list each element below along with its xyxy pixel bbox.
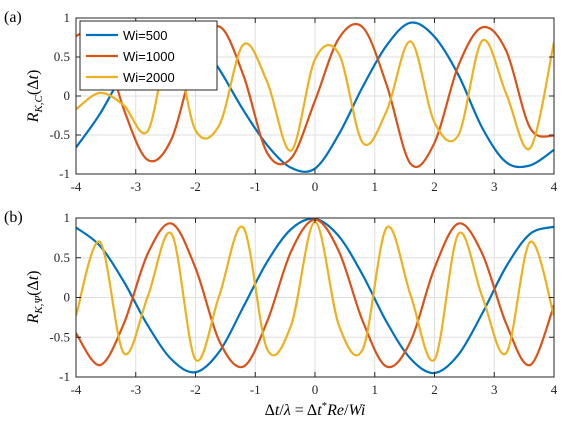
x-tick-label: -3 xyxy=(130,179,141,194)
legend-entry-label: Wi=2000 xyxy=(123,70,175,85)
x-tick-label: 1 xyxy=(372,179,379,194)
x-tick-label: 3 xyxy=(491,179,498,194)
panel-a-ticks: -4 -3 -2 -1 0 1 2 3 4 -1 -0.5 0 0.5 1 xyxy=(49,10,557,194)
x-tick-label: -1 xyxy=(250,179,261,194)
x-tick-label: -3 xyxy=(130,382,141,397)
panel-b-xlabel: Δt/λ = Δt*Re/Wi xyxy=(265,400,366,419)
x-tick-label: 2 xyxy=(431,179,438,194)
panel-b-label: (b) xyxy=(4,209,23,226)
x-tick-label: 0 xyxy=(312,179,319,194)
legend: Wi=500 Wi=1000 Wi=2000 xyxy=(79,20,218,91)
y-tick-label: 0.5 xyxy=(54,250,70,265)
panel-b: (b) -4 -3 -2 -1 0 1 2 3 4 -1 -0.5 0 0.5 1 RK,Ψ(Δt) Δt… xyxy=(4,209,558,419)
x-tick-label: 3 xyxy=(491,382,498,397)
y-tick-label: -0.5 xyxy=(49,127,70,142)
x-tick-label: -1 xyxy=(250,382,261,397)
y-tick-label: -0.5 xyxy=(49,329,70,344)
panel-a-series-line-2 xyxy=(76,22,554,169)
y-tick-label: 1 xyxy=(64,10,71,25)
x-tick-label: 0 xyxy=(312,382,319,397)
x-tick-label: 4 xyxy=(551,382,558,397)
x-tick-label: -2 xyxy=(190,179,201,194)
legend-entry-label: Wi=1000 xyxy=(123,49,175,64)
y-tick-label: 1 xyxy=(64,210,71,225)
x-tick-label: -2 xyxy=(190,382,201,397)
panel-b-ticks: -4 -3 -2 -1 0 1 2 3 4 -1 -0.5 0 0.5 1 xyxy=(49,210,557,397)
panel-b-ylabel: RK,Ψ(Δt) xyxy=(25,270,45,324)
y-tick-label: -1 xyxy=(59,166,70,181)
panel-a-ylabel: RK,C(Δt) xyxy=(25,70,45,124)
y-tick-label: 0.5 xyxy=(54,49,70,64)
x-tick-label: -4 xyxy=(71,382,82,397)
panel-a-label: (a) xyxy=(4,9,22,26)
x-tick-label: 1 xyxy=(372,382,379,397)
y-tick-label: -1 xyxy=(59,369,70,384)
panel-a: (a) -4 -3 -2 -1 0 1 2 3 4 -1 -0.5 0 0.5 1 RK,C(Δt) Wi… xyxy=(4,9,558,194)
y-tick-label: 0 xyxy=(64,290,71,305)
x-tick-label: -4 xyxy=(71,179,82,194)
x-tick-label: 2 xyxy=(431,382,438,397)
y-tick-label: 0 xyxy=(64,88,71,103)
x-tick-label: 4 xyxy=(551,179,558,194)
legend-entry-label: Wi=500 xyxy=(123,28,167,43)
